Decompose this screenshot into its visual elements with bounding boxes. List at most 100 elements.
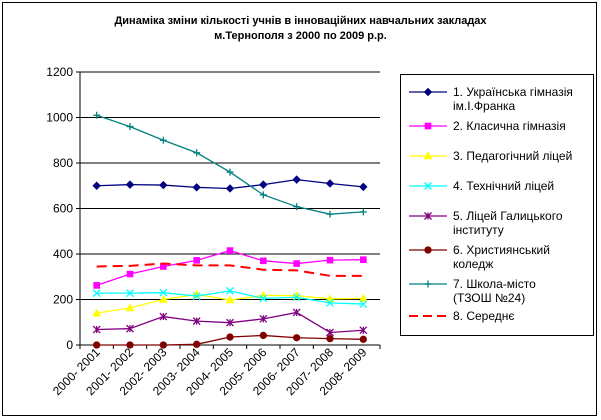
legend-label: 1. Українська гімназія ім.І.Франка <box>453 85 573 113</box>
series-8 <box>96 262 364 277</box>
chart-title-line-2: м.Тернополя з 2000 по 2009 р.р. <box>214 30 387 42</box>
data-point <box>326 328 334 337</box>
data-point <box>92 308 102 317</box>
legend-swatch <box>409 87 447 97</box>
data-point <box>159 312 168 321</box>
data-point <box>193 257 200 264</box>
data-point <box>259 294 268 303</box>
data-point <box>358 293 368 302</box>
legend-entry: 3. Педагогічний ліцей <box>401 149 595 179</box>
data-point <box>326 298 334 307</box>
data-point <box>226 247 234 254</box>
y-tick-label: 1200 <box>46 65 73 79</box>
data-point <box>93 111 101 119</box>
data-point <box>126 341 134 349</box>
data-point <box>93 282 100 289</box>
series-1 <box>92 175 368 193</box>
legend-label: 3. Педагогічний ліцей <box>453 149 573 163</box>
legend-label: 4. Технічний ліцей <box>453 179 555 193</box>
series-6 <box>93 331 367 349</box>
data-point <box>293 260 300 267</box>
legend-entry: 8. Середнє <box>401 309 595 339</box>
data-point <box>159 341 167 349</box>
data-point <box>125 303 135 312</box>
data-point <box>260 257 267 265</box>
data-point <box>226 333 234 341</box>
data-point <box>423 151 433 160</box>
data-point <box>225 184 235 193</box>
data-point <box>259 314 268 323</box>
data-point <box>424 182 432 190</box>
data-point <box>359 182 368 192</box>
data-point <box>293 203 301 211</box>
data-point <box>93 341 101 349</box>
legend-entry: 6. Християнський коледж <box>401 243 595 273</box>
data-point <box>126 289 134 298</box>
data-point <box>226 168 234 176</box>
legend-swatch <box>409 315 447 317</box>
data-point <box>359 335 367 343</box>
series-line <box>96 249 364 287</box>
chart-title: Динаміка зміни кількості учнів в інновац… <box>0 14 601 44</box>
legend: 1. Українська гімназія ім.І.Франка 2. Кла… <box>400 74 594 336</box>
y-tick-label: 800 <box>53 156 73 170</box>
data-point <box>325 294 335 303</box>
data-point <box>126 270 134 278</box>
legend-label: 7. Школа-місто (ТЗОШ №24) <box>453 277 536 305</box>
legend-swatch <box>409 122 447 130</box>
legend-swatch <box>409 280 447 288</box>
data-point <box>259 191 267 199</box>
data-point <box>193 149 201 157</box>
data-point <box>359 208 367 216</box>
legend-swatch <box>409 212 447 220</box>
data-point <box>424 122 432 130</box>
legend-entry: 7. Школа-місто (ТЗОШ №24) <box>401 277 595 307</box>
data-point <box>226 318 234 327</box>
series-7 <box>93 111 367 218</box>
data-point <box>192 183 201 192</box>
legend-entry: 4. Технічний ліцей <box>401 179 595 209</box>
data-point <box>359 326 368 335</box>
legend-entry: 2. Класична гімназія <box>401 119 595 149</box>
legend-entry: 5. Ліцей Галицького інституту <box>401 209 595 239</box>
y-tick-label: 600 <box>53 202 73 216</box>
data-point <box>326 334 334 343</box>
data-point <box>359 300 368 309</box>
data-point <box>158 294 168 303</box>
data-point <box>326 210 334 218</box>
legend-label: 8. Середнє <box>453 309 515 323</box>
legend-swatch <box>409 182 447 190</box>
axes <box>76 71 381 349</box>
data-point <box>126 324 134 333</box>
data-point <box>192 317 201 326</box>
legend-entry: 1. Українська гімназія ім.І.Франка <box>401 85 595 115</box>
data-point <box>360 256 367 263</box>
data-point <box>92 325 101 334</box>
data-point <box>293 334 301 342</box>
data-point <box>259 331 267 340</box>
y-tick-label: 1000 <box>46 111 73 125</box>
legend-label: 6. Християнський коледж <box>453 243 550 271</box>
legend-label: 5. Ліцей Галицького інституту <box>453 209 563 237</box>
legend-swatch <box>409 151 447 160</box>
data-point <box>92 181 101 190</box>
series-3 <box>92 289 368 317</box>
legend-label: 2. Класична гімназія <box>453 119 566 133</box>
data-point <box>225 295 235 304</box>
data-point <box>226 286 234 295</box>
data-point <box>125 180 135 189</box>
data-point <box>193 340 201 348</box>
legend-swatch <box>409 246 447 254</box>
chart-title-line-1: Динаміка зміни кількості учнів в інновац… <box>114 15 487 27</box>
data-point <box>159 180 168 190</box>
data-point <box>325 179 335 188</box>
series-line <box>96 262 364 277</box>
data-point <box>424 280 432 288</box>
series-line <box>96 114 364 215</box>
data-point <box>259 180 268 189</box>
series-lines <box>92 111 368 349</box>
data-point <box>192 292 201 301</box>
data-point <box>424 212 432 220</box>
series-2 <box>93 247 367 289</box>
